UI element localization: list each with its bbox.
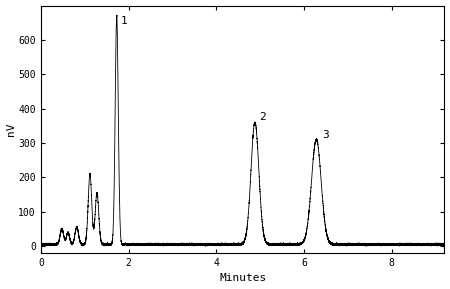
- X-axis label: Minutes: Minutes: [219, 273, 266, 284]
- Text: 1: 1: [121, 16, 127, 26]
- Y-axis label: nV: nV: [5, 123, 16, 136]
- Text: 2: 2: [259, 112, 266, 123]
- Text: 3: 3: [323, 130, 329, 140]
